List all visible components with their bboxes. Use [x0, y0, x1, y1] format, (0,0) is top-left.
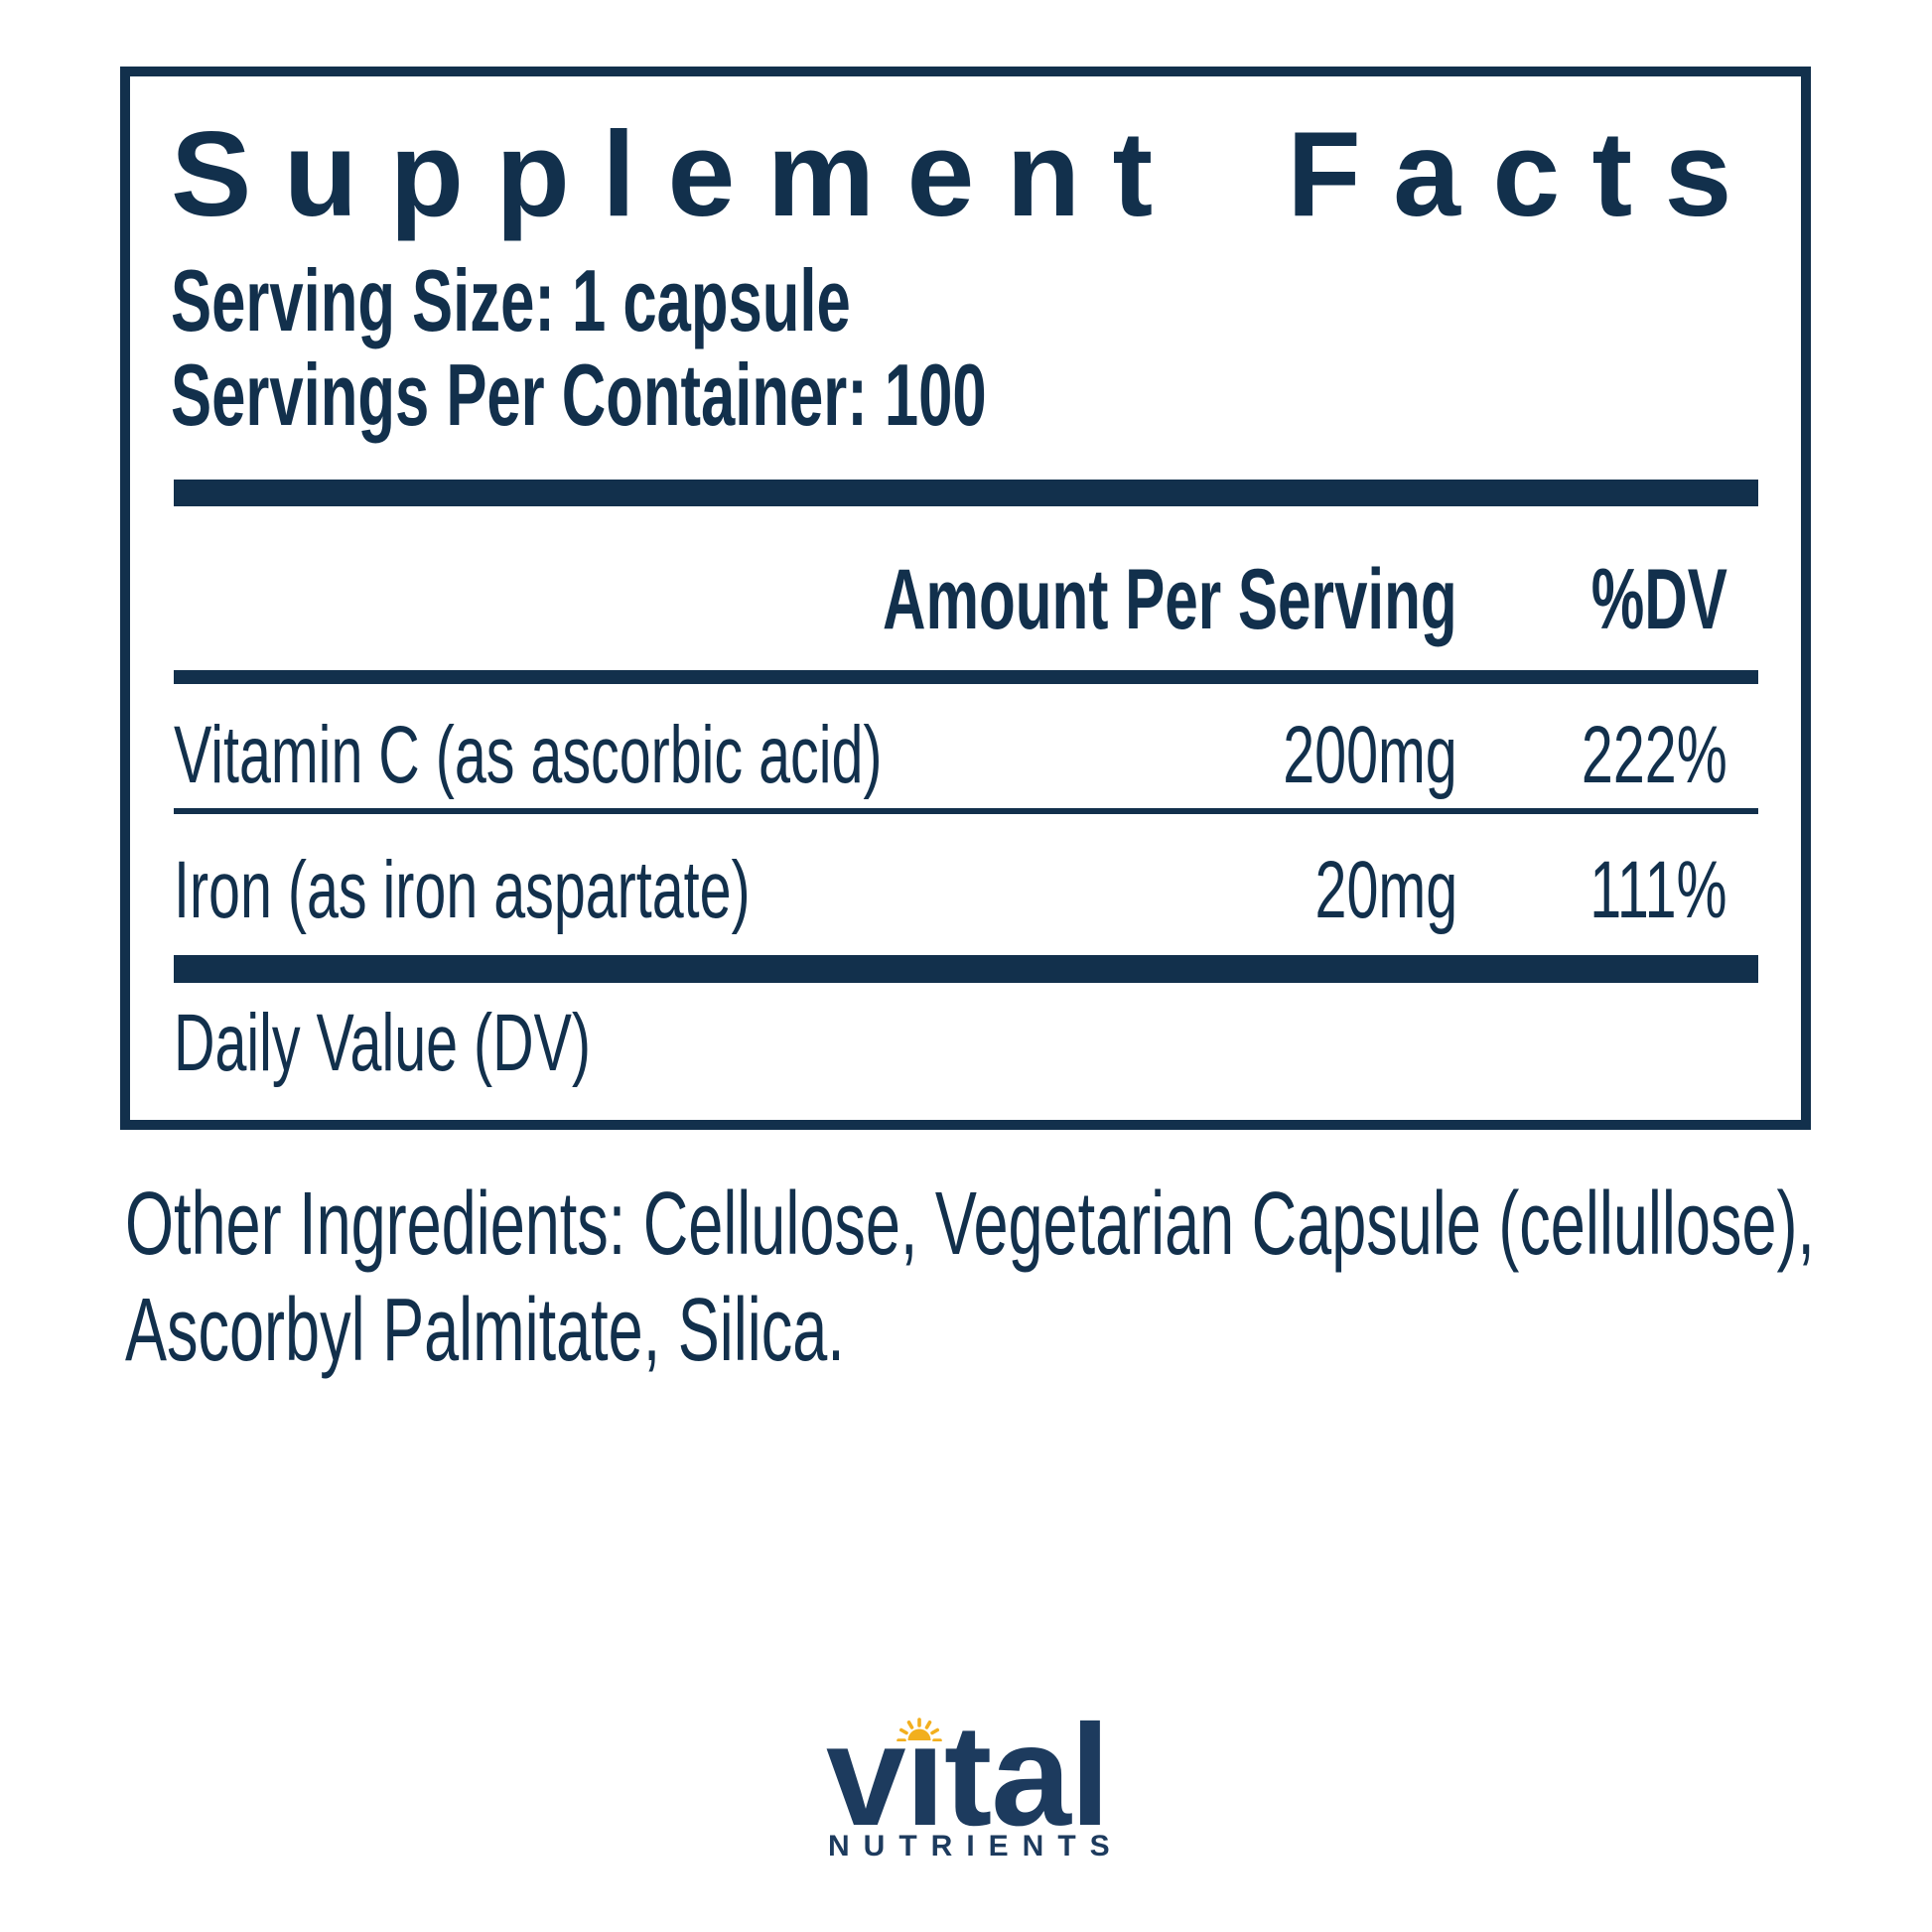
nutrient-dv: 111% [1589, 845, 1727, 935]
brand-wordmark: vıtal [826, 1695, 1110, 1856]
percent-dv-header: %DV [1590, 552, 1727, 647]
other-ingredients-text: Other Ingredients: Cellulose, Vegetarian… [125, 1174, 1815, 1274]
nutrient-name: Iron (as iron aspartate) [174, 845, 751, 935]
sun-icon [897, 1718, 942, 1741]
nutrient-row-iron: Iron (as iron aspartate) 20mg 111% [174, 844, 1758, 943]
supplement-facts-panel [120, 67, 1811, 1130]
servings-per-container-text: Servings Per Container: 100 [171, 345, 987, 444]
serving-size-line: Serving Size: 1 capsule [171, 257, 1142, 345]
nutrient-name: Vitamin C (as ascorbic acid) [174, 710, 883, 800]
nutrient-dv: 222% [1582, 710, 1727, 800]
servings-per-container-line: Servings Per Container: 100 [171, 351, 1336, 439]
other-ingredients-line-2: Ascorbyl Palmitate, Silica. [125, 1286, 1153, 1375]
serving-size-text: Serving Size: 1 capsule [171, 251, 851, 349]
other-ingredients-text: Ascorbyl Palmitate, Silica. [125, 1281, 845, 1380]
separator-bar-under-header [174, 670, 1758, 684]
nutrient-amount: 20mg [1314, 845, 1457, 935]
amount-per-serving-header: Amount Per Serving [883, 552, 1457, 647]
table-header-row: Amount Per Serving %DV [174, 551, 1758, 650]
nutrient-row-vitamin-c: Vitamin C (as ascorbic acid) 200mg 222% [174, 709, 1758, 808]
daily-value-footnote-text: Daily Value (DV) [174, 998, 591, 1088]
separator-bar-thick-top [174, 480, 1758, 506]
separator-bar-thick-bottom [174, 955, 1758, 983]
panel-title: Supplement Facts [171, 106, 1764, 241]
other-ingredients-line-1: Other Ingredients: Cellulose, Vegetarian… [125, 1179, 1932, 1269]
nutrient-amount: 200mg [1283, 710, 1457, 800]
daily-value-footnote: Daily Value (DV) [174, 1003, 769, 1084]
separator-line-thin [174, 808, 1758, 814]
brand-tagline: NUTRIENTS [828, 1830, 1124, 1863]
